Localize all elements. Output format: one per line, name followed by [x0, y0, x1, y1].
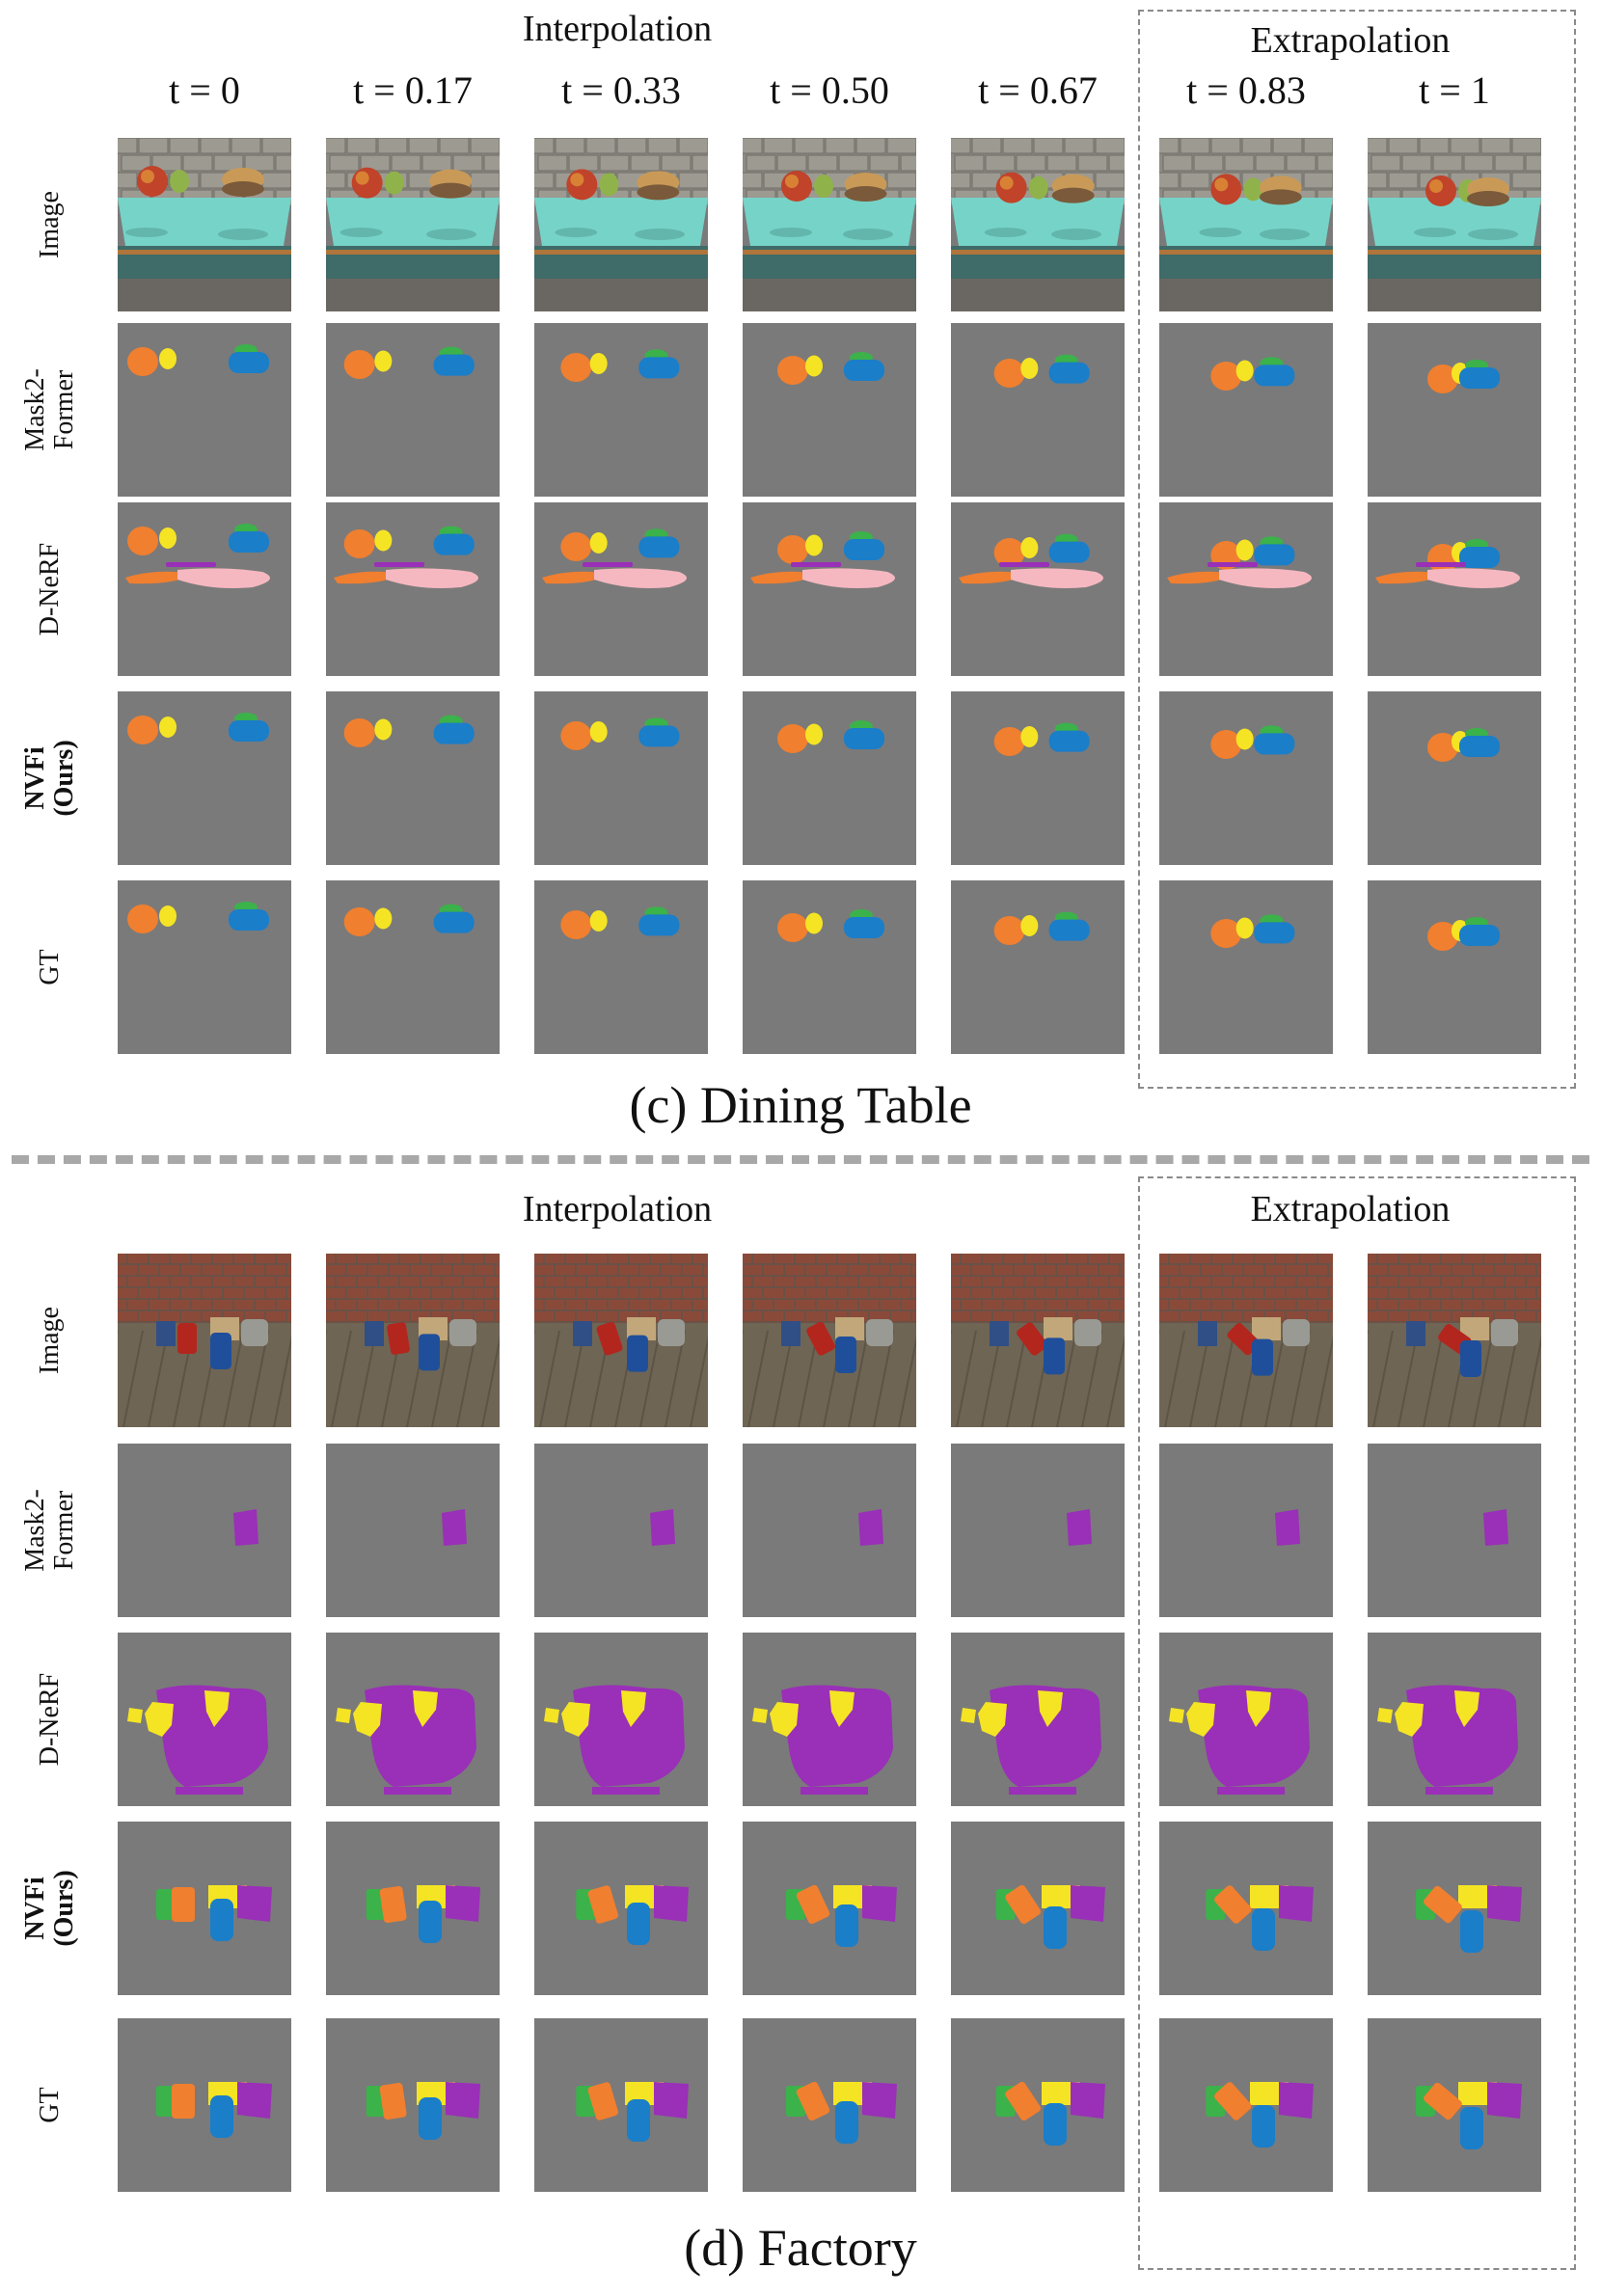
factory-tile-r0-c4	[951, 1254, 1125, 1427]
factory-tile-r2-c3	[743, 1633, 916, 1806]
dining-tile-r0-c3	[743, 138, 916, 311]
factory-tile-r2-c4	[951, 1633, 1125, 1806]
factory-tile-r4-c2	[534, 2018, 708, 2192]
bottom-row-label-2: D-NeRF	[35, 1672, 65, 1767]
factory-tile-r0-c5	[1159, 1254, 1333, 1427]
bottom-caption: (d) Factory	[684, 2219, 917, 2277]
factory-tile-r3-c4	[951, 1822, 1125, 1995]
dining-tile-r0-c4	[951, 138, 1125, 311]
dining-tile-r4-c2	[534, 880, 708, 1054]
dining-tile-r1-c3	[743, 323, 916, 497]
time-label-3: t = 0.50	[770, 68, 889, 112]
bottom-extrapolation-header: Extrapolation	[1250, 1189, 1451, 1229]
factory-tile-r4-c6	[1368, 2018, 1541, 2192]
bottom-row-label-3: NVFi (Ours)	[20, 1870, 79, 1947]
bottom-row-label-0: Image	[35, 1307, 65, 1374]
dining-tile-r1-c6	[1368, 323, 1541, 497]
factory-tile-r4-c5	[1159, 2018, 1333, 2192]
factory-tile-r2-c1	[326, 1633, 500, 1806]
factory-tile-r3-c2	[534, 1822, 708, 1995]
dining-tile-r0-c1	[326, 138, 500, 311]
factory-tile-r3-c3	[743, 1822, 916, 1995]
factory-tile-r0-c1	[326, 1254, 500, 1427]
dining-tile-r3-c6	[1368, 691, 1541, 865]
factory-tile-r4-c0	[118, 2018, 291, 2192]
top-row-label-0: Image	[35, 191, 65, 258]
factory-tile-r1-c6	[1368, 1444, 1541, 1617]
dining-tile-r4-c1	[326, 880, 500, 1054]
dining-tile-r0-c6	[1368, 138, 1541, 311]
top-extrapolation-box	[1138, 10, 1576, 1089]
factory-tile-r1-c4	[951, 1444, 1125, 1617]
bottom-row-label-4: GT	[35, 2087, 65, 2123]
factory-tile-r0-c0	[118, 1254, 291, 1427]
dining-tile-r4-c4	[951, 880, 1125, 1054]
factory-tile-r1-c2	[534, 1444, 708, 1617]
dining-tile-r1-c1	[326, 323, 500, 497]
dining-tile-r4-c0	[118, 880, 291, 1054]
top-row-label-2: D-NeRF	[35, 542, 65, 636]
dining-tile-r4-c6	[1368, 880, 1541, 1054]
dining-tile-r3-c3	[743, 691, 916, 865]
factory-tile-r4-c1	[326, 2018, 500, 2192]
dining-tile-r2-c6	[1368, 502, 1541, 676]
factory-tile-r0-c3	[743, 1254, 916, 1427]
time-label-0: t = 0	[169, 68, 240, 112]
factory-tile-r4-c4	[951, 2018, 1125, 2192]
factory-tile-r1-c0	[118, 1444, 291, 1617]
factory-tile-r3-c0	[118, 1822, 291, 1995]
dining-tile-r0-c0	[118, 138, 291, 311]
factory-tile-r0-c2	[534, 1254, 708, 1427]
factory-tile-r2-c5	[1159, 1633, 1333, 1806]
dining-tile-r3-c0	[118, 691, 291, 865]
section-separator	[12, 1155, 1589, 1164]
factory-tile-r2-c6	[1368, 1633, 1541, 1806]
factory-tile-r1-c1	[326, 1444, 500, 1617]
dining-tile-r2-c5	[1159, 502, 1333, 676]
time-label-1: t = 0.17	[353, 68, 473, 112]
dining-tile-r2-c3	[743, 502, 916, 676]
top-caption: (c) Dining Table	[629, 1076, 972, 1134]
factory-tile-r4-c3	[743, 2018, 916, 2192]
dining-tile-r0-c2	[534, 138, 708, 311]
dining-tile-r1-c4	[951, 323, 1125, 497]
time-label-4: t = 0.67	[978, 68, 1098, 112]
dining-tile-r3-c1	[326, 691, 500, 865]
dining-tile-r1-c0	[118, 323, 291, 497]
dining-tile-r2-c2	[534, 502, 708, 676]
factory-tile-r2-c2	[534, 1633, 708, 1806]
factory-tile-r0-c6	[1368, 1254, 1541, 1427]
bottom-extrapolation-box	[1138, 1176, 1576, 2270]
top-row-label-3: NVFi (Ours)	[20, 740, 79, 817]
dining-tile-r2-c0	[118, 502, 291, 676]
factory-tile-r3-c6	[1368, 1822, 1541, 1995]
dining-tile-r3-c4	[951, 691, 1125, 865]
dining-tile-r2-c4	[951, 502, 1125, 676]
dining-tile-r3-c5	[1159, 691, 1333, 865]
dining-tile-r3-c2	[534, 691, 708, 865]
factory-tile-r3-c1	[326, 1822, 500, 1995]
factory-tile-r3-c5	[1159, 1822, 1333, 1995]
dining-tile-r4-c5	[1159, 880, 1333, 1054]
time-label-2: t = 0.33	[561, 68, 681, 112]
dining-tile-r2-c1	[326, 502, 500, 676]
dining-tile-r0-c5	[1159, 138, 1333, 311]
dining-tile-r4-c3	[743, 880, 916, 1054]
bottom-interpolation-header: Interpolation	[522, 1189, 713, 1229]
dining-tile-r1-c2	[534, 323, 708, 497]
factory-tile-r1-c5	[1159, 1444, 1333, 1617]
time-label-5: t = 0.83	[1186, 68, 1306, 112]
top-row-label-1: Mask2- Former	[20, 368, 79, 451]
time-label-6: t = 1	[1419, 68, 1490, 112]
bottom-row-label-1: Mask2- Former	[20, 1489, 79, 1572]
top-row-label-4: GT	[35, 949, 65, 986]
factory-tile-r2-c0	[118, 1633, 291, 1806]
factory-tile-r1-c3	[743, 1444, 916, 1617]
dining-tile-r1-c5	[1159, 323, 1333, 497]
top-interpolation-header: Interpolation	[522, 9, 713, 49]
top-extrapolation-header: Extrapolation	[1250, 20, 1451, 61]
